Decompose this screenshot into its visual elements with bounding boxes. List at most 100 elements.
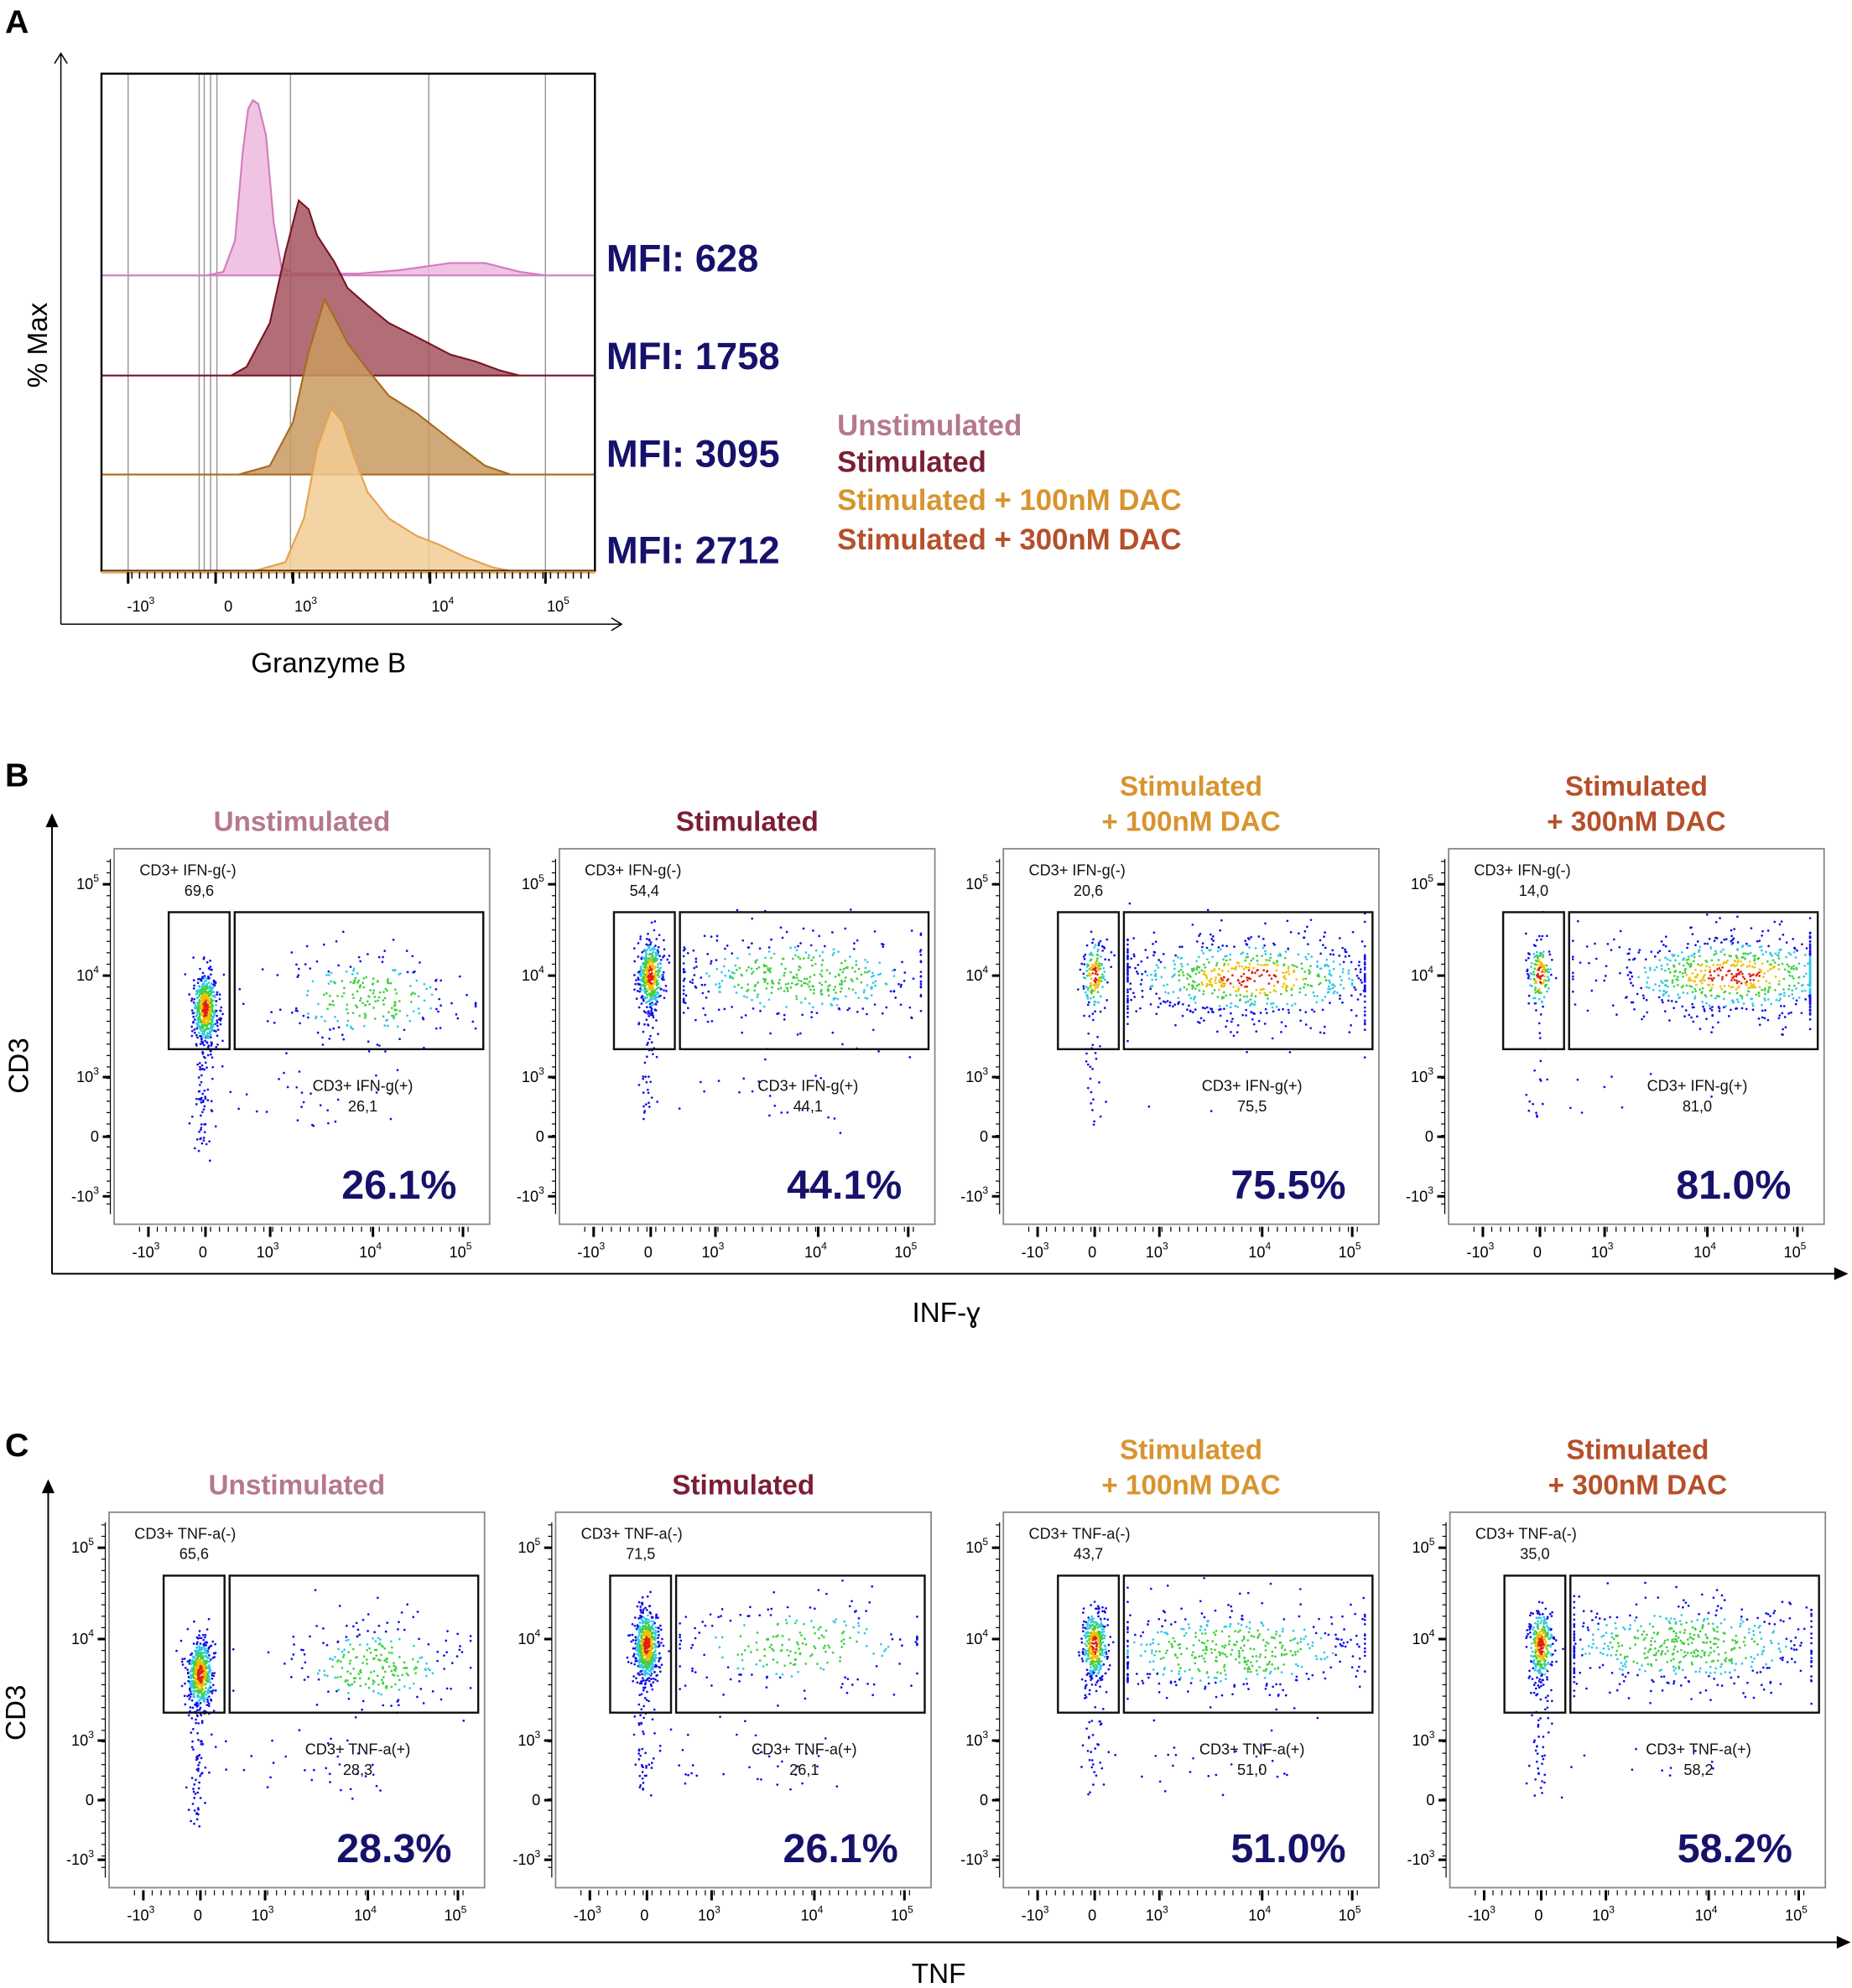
event-dot xyxy=(819,990,823,993)
event-dot xyxy=(393,1004,396,1007)
event-dot xyxy=(466,993,468,997)
gate-positive-label: CD3+ IFN-g(+) xyxy=(313,1078,414,1095)
event-dot xyxy=(1668,971,1672,974)
event-dot xyxy=(668,961,671,965)
event-dot xyxy=(1630,971,1632,974)
event-dot xyxy=(216,1043,219,1046)
event-dot xyxy=(850,978,853,981)
event-dot xyxy=(1714,921,1718,924)
event-dot xyxy=(1699,955,1701,958)
event-dot xyxy=(1646,1011,1649,1014)
event-dot xyxy=(1137,972,1140,976)
event-dot xyxy=(195,1658,199,1660)
event-dot xyxy=(392,969,394,971)
event-dot xyxy=(367,1613,370,1616)
event-dot xyxy=(1126,971,1129,974)
event-dot xyxy=(1186,977,1189,980)
event-dot xyxy=(866,997,869,1000)
event-dot xyxy=(295,1085,299,1089)
event-dot xyxy=(1126,955,1129,958)
event-dot xyxy=(1126,1039,1129,1043)
event-dot xyxy=(1139,1007,1142,1010)
event-dot xyxy=(844,980,846,982)
event-dot xyxy=(1241,951,1244,955)
event-dot xyxy=(1340,983,1342,986)
event-dot xyxy=(1744,957,1746,960)
event-dot xyxy=(1804,972,1808,976)
event-dot xyxy=(1094,986,1097,990)
event-dot xyxy=(1252,1023,1256,1026)
event-dot xyxy=(1249,998,1252,1002)
event-dot xyxy=(1189,1009,1192,1012)
event-dot xyxy=(820,964,824,966)
event-dot xyxy=(653,958,656,961)
event-dot xyxy=(374,1640,377,1642)
event-dot xyxy=(284,1755,288,1758)
event-dot xyxy=(469,1687,472,1689)
event-dot xyxy=(1159,960,1163,964)
event-dot xyxy=(1576,1078,1579,1081)
event-dot xyxy=(1210,1007,1214,1011)
event-dot xyxy=(210,1044,213,1047)
event-dot xyxy=(682,989,685,991)
event-dot xyxy=(1787,965,1791,968)
event-dot xyxy=(648,952,652,955)
event-dot xyxy=(1808,1013,1812,1016)
event-dot xyxy=(1094,979,1096,982)
event-dot xyxy=(655,951,658,955)
event-dot xyxy=(1248,946,1251,950)
event-dot xyxy=(723,1007,726,1011)
event-dot xyxy=(297,967,300,971)
event-dot xyxy=(305,945,309,948)
event-dot xyxy=(1787,995,1791,997)
event-dot xyxy=(1087,1001,1090,1004)
event-dot xyxy=(762,1005,766,1008)
event-dot xyxy=(1262,946,1265,950)
gate-negative-value: 20,6 xyxy=(1074,882,1103,899)
event-dot xyxy=(1704,969,1707,972)
event-dot xyxy=(1092,964,1095,967)
event-dot xyxy=(471,1020,475,1023)
event-dot xyxy=(1090,1102,1093,1105)
event-dot xyxy=(1764,1009,1766,1012)
event-dot xyxy=(1230,1012,1232,1015)
event-dot xyxy=(756,996,759,998)
event-dot xyxy=(403,1685,406,1688)
event-dot xyxy=(200,1677,203,1680)
event-dot xyxy=(1217,988,1220,991)
gate-negative-label: CD3+ IFN-g(-) xyxy=(585,862,681,879)
event-dot xyxy=(1721,966,1724,969)
event-dot xyxy=(1258,975,1262,978)
event-dot xyxy=(199,1689,202,1692)
event-dot xyxy=(205,1041,209,1043)
event-dot xyxy=(646,949,648,951)
event-dot xyxy=(1287,947,1290,950)
event-dot xyxy=(1690,979,1693,982)
event-dot xyxy=(1149,1003,1152,1006)
event-dot xyxy=(203,1131,206,1134)
event-dot xyxy=(1711,1006,1714,1008)
event-dot xyxy=(193,1620,195,1623)
event-dot xyxy=(1766,929,1770,932)
event-dot xyxy=(198,1753,201,1756)
event-dot xyxy=(638,972,642,976)
event-dot xyxy=(838,982,841,986)
event-dot xyxy=(1254,971,1256,975)
event-dot xyxy=(201,1743,205,1746)
event-dot xyxy=(1152,931,1156,934)
event-dot xyxy=(771,979,774,982)
event-dot xyxy=(1247,965,1251,969)
event-dot xyxy=(331,1665,334,1668)
event-dot xyxy=(1140,978,1143,981)
event-dot xyxy=(458,1648,461,1652)
gate-negative-label: CD3+ IFN-g(-) xyxy=(139,862,236,879)
event-dot xyxy=(1129,982,1132,985)
event-dot xyxy=(374,1000,377,1003)
event-dot xyxy=(1097,944,1100,947)
event-dot xyxy=(1100,945,1104,948)
event-dot xyxy=(1174,1023,1177,1027)
event-dot xyxy=(737,983,740,986)
event-dot xyxy=(208,1666,211,1668)
event-dot xyxy=(1673,954,1676,956)
